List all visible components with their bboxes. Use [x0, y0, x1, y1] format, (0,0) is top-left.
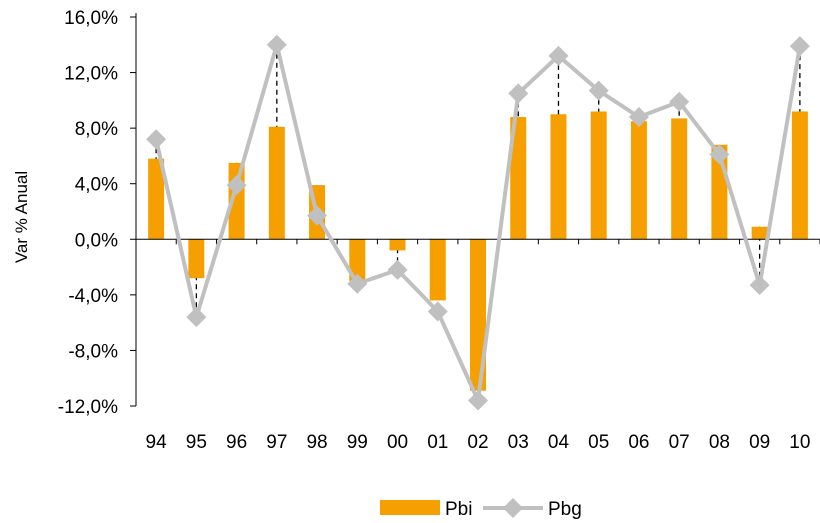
x-tick-label-01: 01: [427, 432, 448, 453]
y-tick-label: 12,0%: [64, 64, 118, 85]
x-tick-label-09: 09: [749, 432, 770, 453]
legend-marker-pbg: [503, 498, 523, 518]
bar-pbi-06: [631, 121, 647, 239]
x-tick-label-07: 07: [669, 432, 690, 453]
y-tick-label: 0,0%: [75, 230, 118, 251]
legend-label-pbi: Pbi: [445, 499, 472, 520]
y-tick-label: -8,0%: [68, 341, 118, 362]
x-tick-labels: 94 95 96 97 98 99 00 01 02 03 04 05 06 07 08 09 10: [146, 432, 811, 453]
bar-pbi-01: [430, 239, 446, 300]
bar-pbi-95: [188, 239, 204, 278]
marker-pbg-94: [146, 129, 166, 149]
bar-pbi-97: [269, 127, 285, 240]
marker-pbg-09: [750, 275, 770, 295]
y-tick-label: -12,0%: [58, 397, 118, 418]
marker-pbg-10: [790, 36, 810, 56]
bar-pbi-10: [792, 111, 808, 239]
y-axis-title: Var % Anual: [12, 171, 31, 263]
bar-pbi-00: [390, 239, 406, 250]
x-tick-label-08: 08: [709, 432, 730, 453]
x-tick-label-05: 05: [588, 432, 609, 453]
marker-pbg-02: [468, 390, 488, 410]
legend-label-pbg: Pbg: [548, 499, 582, 520]
x-tick-label-97: 97: [266, 432, 287, 453]
y-tick-label: -4,0%: [68, 286, 118, 307]
x-tick-label-96: 96: [226, 432, 247, 453]
x-tick-label-98: 98: [306, 432, 327, 453]
y-tick-labels: 16,0% 12,0% 8,0% 4,0% 0,0% -4,0% -8,0% -12,0%: [58, 8, 118, 418]
x-tick-label-00: 00: [387, 432, 408, 453]
legend-swatch-pbi: [380, 500, 440, 515]
marker-pbg-95: [186, 307, 206, 327]
x-tick-label-99: 99: [347, 432, 368, 453]
x-tick-label-10: 10: [789, 432, 810, 453]
x-tick-label-04: 04: [548, 432, 570, 453]
x-tick-label-02: 02: [467, 432, 488, 453]
y-tick-label: 8,0%: [75, 119, 118, 140]
bar-pbi-04: [550, 114, 566, 239]
marker-pbg-97: [267, 35, 287, 55]
legend: Pbi Pbg: [380, 498, 582, 520]
x-tick-label-95: 95: [186, 432, 207, 453]
y-tick-label: 4,0%: [75, 175, 118, 196]
x-tick-label-03: 03: [508, 432, 529, 453]
bar-pbi-07: [671, 118, 687, 239]
bar-pbi-05: [591, 111, 607, 239]
x-tick-label-94: 94: [146, 432, 168, 453]
x-tick-label-06: 06: [628, 432, 649, 453]
bar-pbi-09: [752, 227, 768, 240]
y-tick-label: 16,0%: [64, 8, 118, 29]
